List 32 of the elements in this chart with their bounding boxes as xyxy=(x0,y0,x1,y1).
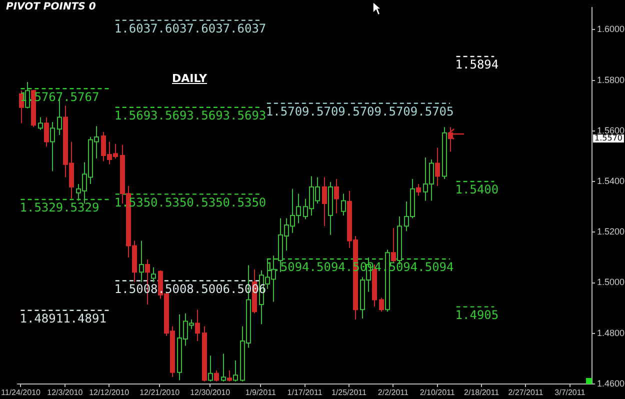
chart-title: PIVOT POINTS 0 xyxy=(6,2,96,13)
x-tick-label: 2/18/2011 xyxy=(464,388,500,398)
x-tick-label: 12/21/2010 xyxy=(140,388,180,398)
series-label: 1.5894 xyxy=(455,58,499,72)
series-label: 1.5693.5693.5693.5693 xyxy=(114,108,266,122)
y-tick-label: 1.5800 xyxy=(597,74,625,85)
x-tick-label: 2/27/2011 xyxy=(508,388,544,398)
annotation: DAILY xyxy=(172,72,207,85)
y-tick-label: 1.4600 xyxy=(597,378,625,388)
x-tick-label: 12/12/2010 xyxy=(89,388,130,398)
y-tick-label: 1.6000 xyxy=(597,24,625,34)
x-tick-label: 12/3/2010 xyxy=(47,388,84,398)
x-tick-label: 2/2/2011 xyxy=(378,388,409,398)
y-tick-label: 1.5600 xyxy=(597,125,625,136)
x-tick-label: 1/25/2011 xyxy=(331,388,368,398)
text: 1.5570 xyxy=(594,134,622,143)
series-label: 1.5329.5329 xyxy=(20,200,100,215)
series-label: 1.5709.5709.5709.5709.5705 xyxy=(266,104,454,118)
series-label: 1.6037.6037.6037.6037 xyxy=(114,21,266,36)
x-tick-label: 12/30/2010 xyxy=(190,388,231,398)
x-tick-label: 2/10/2011 xyxy=(420,388,456,398)
y-tick-label: 1.5000 xyxy=(597,277,625,288)
x-tick-label: 11/24/2010 xyxy=(1,388,42,398)
y-tick-label: 1.5400 xyxy=(597,176,625,186)
x-tick-label: 1/9/2011 xyxy=(245,388,276,398)
series-label: 1.5400 xyxy=(455,182,499,197)
x-tick-label: 3/7/2011 xyxy=(554,388,586,398)
series-label: 1.48911.4891 xyxy=(20,311,106,326)
y-tick-label: 1.4800 xyxy=(597,328,625,338)
x-tick-label: 1/17/2011 xyxy=(287,388,323,398)
series-label: 1.4905 xyxy=(455,308,499,322)
y-tick-label: 1.5200 xyxy=(597,226,625,237)
